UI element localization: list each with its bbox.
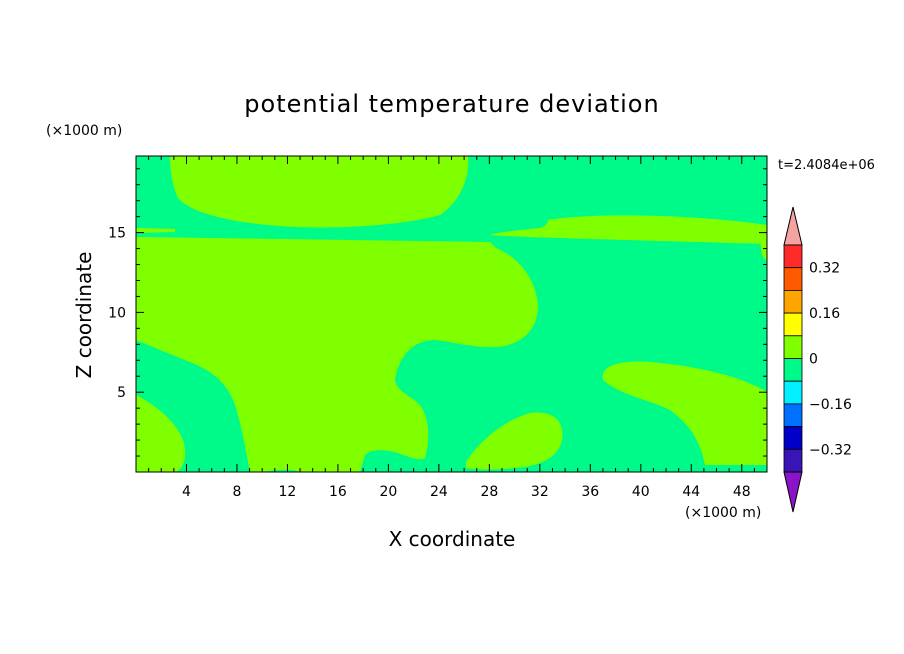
x-tick-label: 36 [581, 484, 599, 500]
y-ticks: 5 10 15 [108, 168, 767, 457]
x-tick-label: 28 [480, 484, 498, 500]
x-unit-label: (×1000 m) [685, 505, 761, 521]
contour-region-right [602, 361, 767, 465]
contour-field [136, 156, 767, 472]
colorbar-swatch [783, 403, 803, 427]
y-unit-label: (×1000 m) [46, 123, 122, 139]
colorbar-swatch [783, 358, 803, 382]
x-tick-label: 40 [632, 484, 650, 500]
x-tick-label: 20 [379, 484, 397, 500]
contour-region-top [170, 156, 469, 228]
y-tick-label: 10 [108, 305, 126, 321]
colorbar-swatch [783, 448, 803, 473]
contour-region-strip-right [490, 215, 767, 244]
x-tick-label: 12 [279, 484, 297, 500]
colorbar-label: 0 [809, 352, 818, 368]
x-tick-label: 8 [232, 484, 241, 500]
x-tick-label: 16 [329, 484, 347, 500]
colorbar-swatch [783, 267, 803, 291]
colorbar-swatch [783, 380, 803, 405]
colorbar-swatch [783, 244, 803, 269]
x-axis-title: X coordinate [389, 527, 516, 551]
x-tick-label: 4 [182, 484, 191, 500]
contour-region-bottom-left [136, 395, 186, 472]
x-tick-label: 32 [531, 484, 549, 500]
colorbar-swatch [783, 426, 803, 450]
y-axis-title: Z coordinate [72, 252, 96, 379]
colorbar-label: 0.32 [809, 261, 840, 277]
y-tick-label: 5 [117, 385, 126, 401]
x-tick-label: 44 [682, 484, 700, 500]
y-tick-label: 15 [108, 226, 126, 242]
colorbar: 0.32 0.16 0 −0.16 −0.32 [783, 206, 852, 513]
time-label: t=2.4084e+06 [778, 158, 875, 173]
colorbar-label: 0.16 [809, 306, 840, 322]
contour-region-bottom-mid [466, 412, 563, 470]
colorbar-max-arrow [783, 206, 803, 246]
contour-region-strip-left [136, 228, 175, 233]
colorbar-swatch [783, 335, 803, 359]
chart-title: potential temperature deviation [244, 90, 659, 118]
x-tick-label: 48 [733, 484, 751, 500]
colorbar-label: −0.32 [809, 442, 852, 458]
colorbar-label: −0.16 [809, 397, 852, 413]
colorbar-swatch [783, 289, 803, 314]
colorbar-min-arrow [783, 471, 803, 513]
contour-region-main [136, 237, 538, 472]
x-ticks: 4 8 12 16 20 24 28 32 36 40 44 48 [148, 156, 755, 500]
colorbar-swatch [783, 312, 803, 337]
x-tick-label: 24 [430, 484, 448, 500]
